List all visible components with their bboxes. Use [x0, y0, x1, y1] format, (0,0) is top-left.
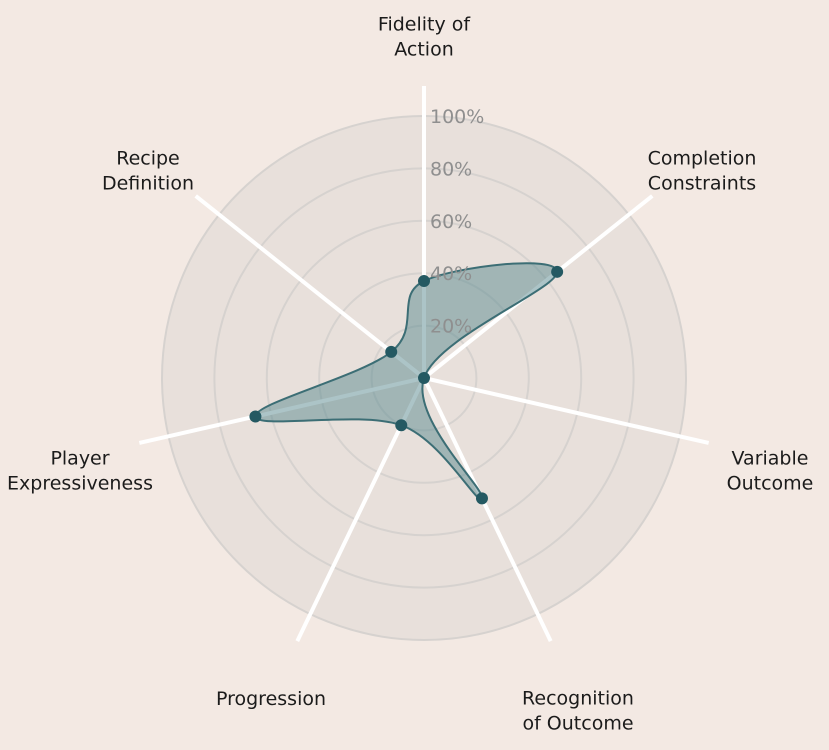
axis-label-2-line-0: Variable [732, 448, 809, 470]
axis-label-6-line-1: Definition [102, 173, 194, 195]
axis-label-1-line-1: Constraints [648, 173, 756, 195]
data-point-6 [385, 345, 398, 358]
axis-label-4-line-0: Progression [216, 688, 326, 710]
data-point-2 [418, 372, 430, 384]
data-point-3 [475, 492, 488, 505]
tick-label-60: 60% [430, 211, 472, 233]
data-point-1 [551, 265, 564, 278]
series-group [249, 262, 564, 505]
data-point-0 [418, 275, 430, 288]
tick-label-80: 80% [430, 158, 472, 180]
spoke-3 [422, 377, 553, 642]
axis-label-3-line-0: Recognition [522, 688, 634, 710]
spoke-6 [194, 194, 426, 380]
axis-label-0-line-0: Fidelity of [378, 14, 471, 36]
tick-label-20: 20% [430, 316, 472, 338]
tick-label-40: 40% [430, 263, 472, 285]
tick-label-100: 100% [430, 106, 484, 128]
axis-label-3-line-1: of Outcome [522, 713, 633, 735]
data-point-5 [249, 410, 262, 423]
data-point-4 [395, 419, 408, 432]
spoke-2 [423, 376, 710, 445]
axis-labels: Fidelity of Action Completion Constraints Va… [7, 14, 813, 735]
axis-label-5-line-0: Player [50, 448, 109, 470]
axis-label-6-line-0: Recipe [116, 148, 180, 170]
axis-label-1-line-0: Completion [648, 148, 757, 170]
axis-label-5-line-1: Expressiveness [7, 473, 153, 495]
radial-tick-labels: 20% 40% 60% 80% 100% [430, 106, 484, 338]
axis-label-2-line-1: Outcome [727, 473, 814, 495]
axis-label-0-line-1: Action [394, 39, 454, 61]
